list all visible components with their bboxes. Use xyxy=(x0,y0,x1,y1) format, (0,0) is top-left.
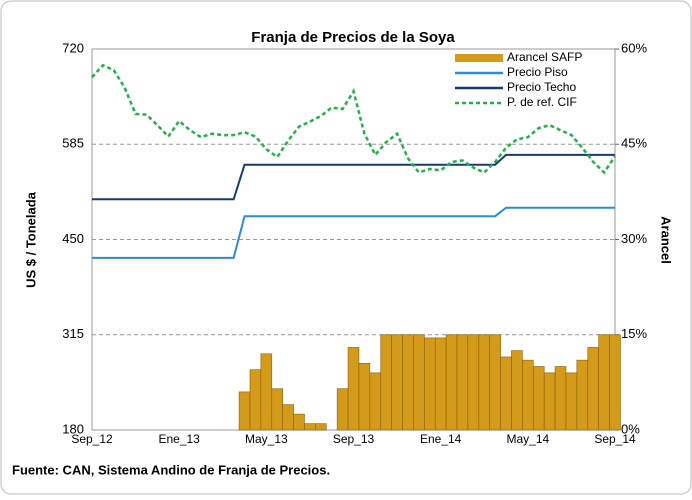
bar xyxy=(456,334,469,431)
y2-axis-label: Arancel xyxy=(659,216,674,264)
bar xyxy=(238,391,251,431)
bar xyxy=(271,388,283,431)
bar xyxy=(380,334,392,431)
bar xyxy=(467,334,480,431)
bar xyxy=(576,359,589,431)
y2-tick-label: 60% xyxy=(621,40,647,55)
x-tick-label: Sep_13 xyxy=(333,432,375,446)
bar xyxy=(532,366,545,431)
bar xyxy=(304,423,316,431)
bar xyxy=(402,334,414,431)
x-tick-label: Sep_14 xyxy=(594,432,636,446)
legend-label: Precio Techo xyxy=(507,80,576,94)
legend-label: P. de ref. CIF xyxy=(507,95,577,109)
y-tick-label: 315 xyxy=(62,326,84,341)
bar xyxy=(413,334,425,431)
bar xyxy=(522,359,534,431)
bar xyxy=(511,350,523,431)
y2-tick-label: 0% xyxy=(621,421,640,436)
bar xyxy=(489,334,501,431)
bar xyxy=(543,372,556,431)
bar xyxy=(282,404,294,431)
y2-tick-label: 15% xyxy=(621,326,647,341)
line xyxy=(92,153,615,201)
bar xyxy=(336,388,349,431)
bar xyxy=(315,423,327,431)
bar xyxy=(347,347,360,431)
y-tick-label: 720 xyxy=(62,40,84,55)
x-tick-label: Ene_14 xyxy=(420,432,462,446)
x-tick-label: May_14 xyxy=(506,432,549,446)
source-note: Fuente: CAN, Sistema Andino de Franja de… xyxy=(12,462,330,477)
bar xyxy=(554,366,567,431)
bar xyxy=(565,372,578,431)
bar xyxy=(260,353,273,431)
bar xyxy=(609,334,621,431)
y-tick-label: 180 xyxy=(62,421,84,436)
y2-tick-label: 30% xyxy=(621,231,647,246)
bar xyxy=(445,334,458,431)
x-tick-label: May_13 xyxy=(245,432,288,446)
legend-swatch xyxy=(455,54,503,62)
legend-label: Precio Piso xyxy=(507,65,568,79)
bar xyxy=(587,347,599,431)
bar xyxy=(293,413,305,431)
bar xyxy=(478,334,490,431)
line xyxy=(92,206,615,259)
bar xyxy=(391,334,403,431)
legend-label: Arancel SAFP xyxy=(507,50,582,64)
chart-title: Franja de Precios de la Soya xyxy=(251,29,455,46)
bar xyxy=(249,369,262,431)
y-tick-label: 585 xyxy=(62,136,84,151)
bar xyxy=(369,372,382,431)
bar xyxy=(598,334,610,431)
y-axis-label: US $ / Tonelada xyxy=(23,191,38,288)
bar xyxy=(424,337,436,431)
x-tick-label: Sep_12 xyxy=(71,432,113,446)
bar xyxy=(434,337,447,431)
bar xyxy=(500,356,512,431)
line xyxy=(91,63,617,175)
y2-tick-label: 45% xyxy=(621,136,647,151)
bar xyxy=(358,363,371,431)
y-tick-label: 450 xyxy=(62,231,84,246)
x-tick-label: Ene_13 xyxy=(158,432,200,446)
